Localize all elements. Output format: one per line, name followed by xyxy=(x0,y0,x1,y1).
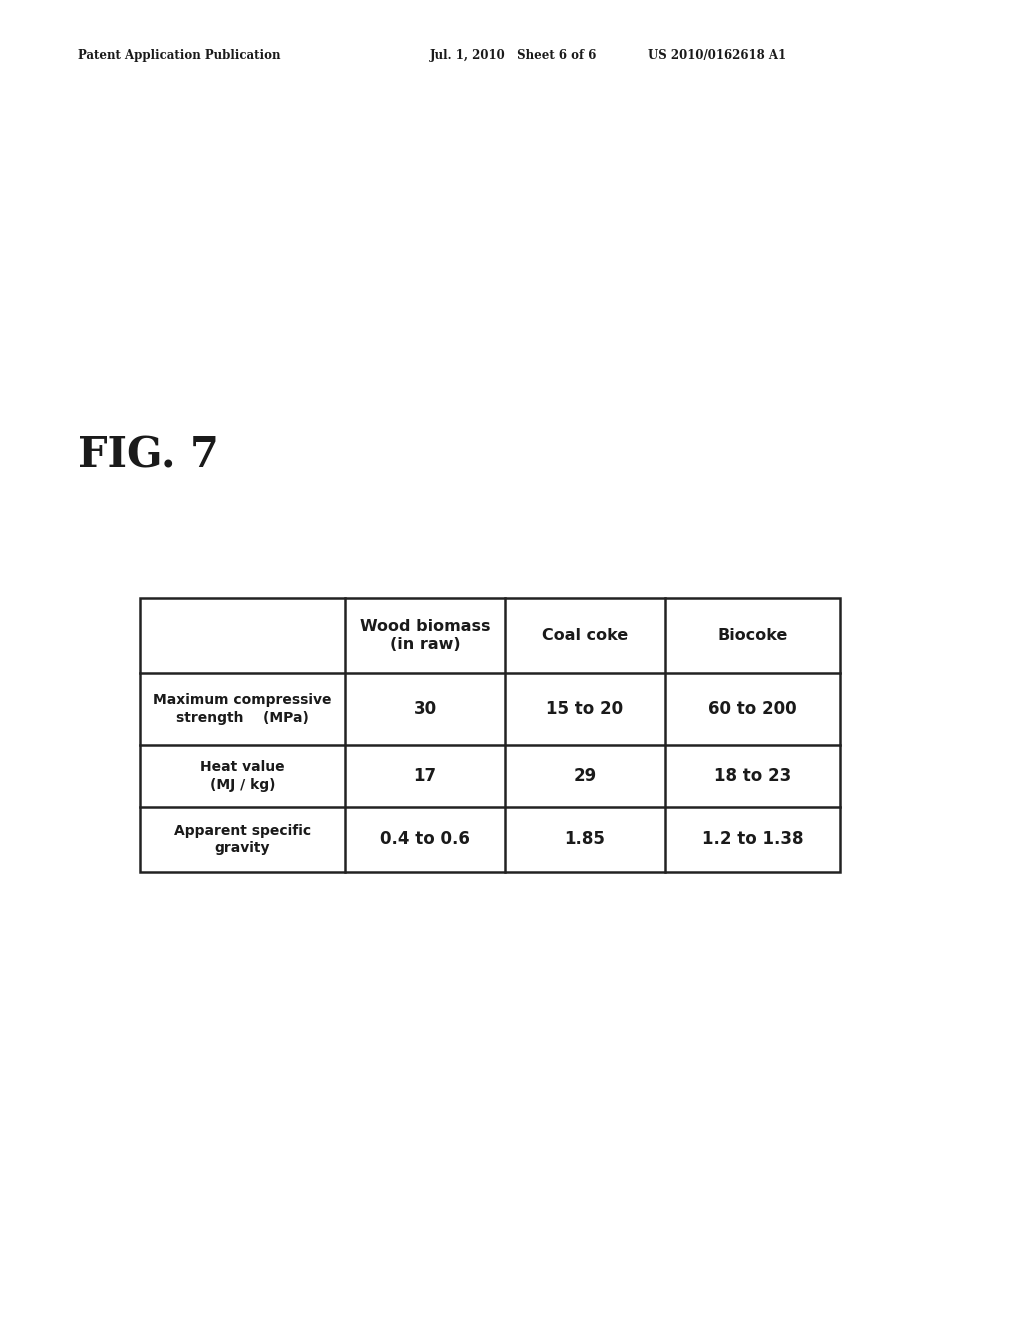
Text: US 2010/0162618 A1: US 2010/0162618 A1 xyxy=(648,49,786,62)
Text: Patent Application Publication: Patent Application Publication xyxy=(78,49,281,62)
Text: FIG. 7: FIG. 7 xyxy=(78,436,219,477)
Text: 29: 29 xyxy=(573,767,597,785)
Text: Maximum compressive
strength    (MPa): Maximum compressive strength (MPa) xyxy=(154,693,332,725)
Text: 0.4 to 0.6: 0.4 to 0.6 xyxy=(380,830,470,849)
Text: Apparent specific
gravity: Apparent specific gravity xyxy=(174,824,311,855)
Text: 18 to 23: 18 to 23 xyxy=(714,767,792,785)
Text: 1.85: 1.85 xyxy=(564,830,605,849)
Bar xyxy=(140,598,840,873)
Text: Jul. 1, 2010   Sheet 6 of 6: Jul. 1, 2010 Sheet 6 of 6 xyxy=(430,49,597,62)
Text: 1.2 to 1.38: 1.2 to 1.38 xyxy=(701,830,803,849)
Text: 60 to 200: 60 to 200 xyxy=(709,700,797,718)
Text: 17: 17 xyxy=(414,767,436,785)
Text: Biocoke: Biocoke xyxy=(718,628,787,643)
Text: Coal coke: Coal coke xyxy=(542,628,628,643)
Text: Heat value
(MJ / kg): Heat value (MJ / kg) xyxy=(200,760,285,792)
Text: 30: 30 xyxy=(414,700,436,718)
Text: 15 to 20: 15 to 20 xyxy=(547,700,624,718)
Text: Wood biomass
(in raw): Wood biomass (in raw) xyxy=(359,619,490,652)
